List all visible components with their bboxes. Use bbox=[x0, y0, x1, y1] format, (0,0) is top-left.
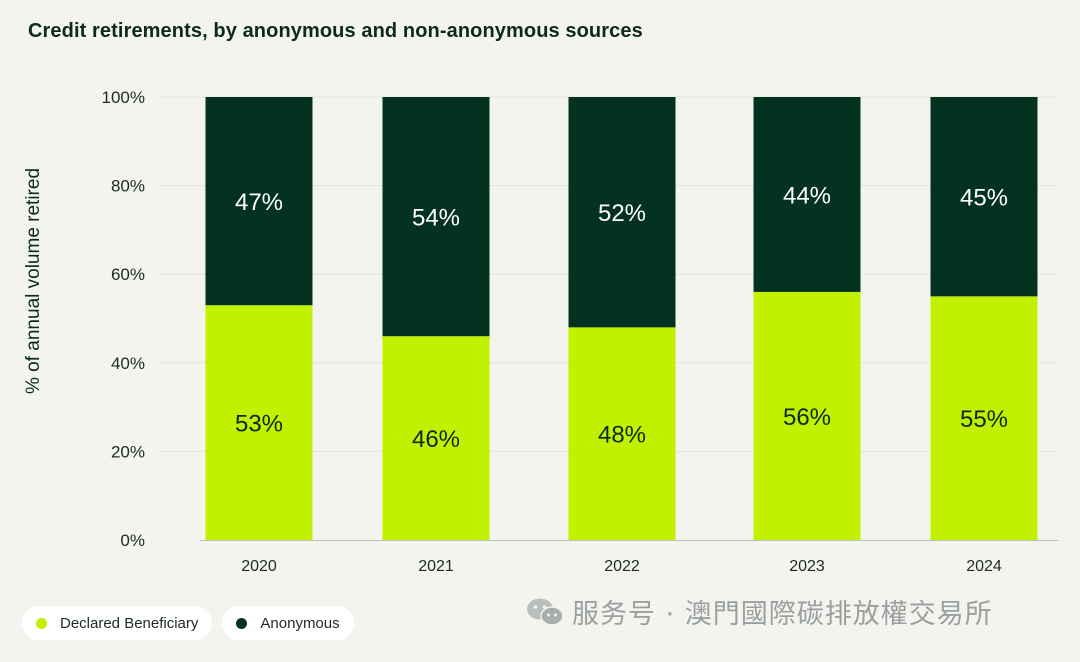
y-axis-label: % of annual volume retired bbox=[23, 168, 44, 394]
bar-segment-declared-beneficiary-2024[interactable] bbox=[930, 296, 1038, 540]
legend-swatch-declared-beneficiary bbox=[36, 617, 47, 629]
data-label: 52% bbox=[598, 200, 646, 227]
legend-label: Declared Beneficiary bbox=[60, 614, 199, 632]
y-tick-label: 40% bbox=[111, 354, 145, 373]
data-label: 45% bbox=[960, 185, 1008, 212]
y-tick-label: 60% bbox=[111, 265, 145, 284]
y-tick-label: 20% bbox=[111, 442, 145, 461]
data-label: 48% bbox=[598, 422, 646, 449]
y-axis-ticks: 0% 20% 40% 60% 80% 100% bbox=[102, 88, 145, 550]
bar-segment-declared-beneficiary-2023[interactable] bbox=[753, 291, 861, 540]
bar-segment-declared-beneficiary-2021[interactable] bbox=[382, 336, 490, 540]
wechat-icon bbox=[527, 598, 564, 626]
data-label: 55% bbox=[960, 406, 1008, 433]
bar-segment-anonymous-2022[interactable] bbox=[568, 97, 676, 328]
x-tick-label: 2020 bbox=[241, 558, 277, 575]
bar-segment-anonymous-2023[interactable] bbox=[753, 97, 861, 292]
y-tick-label: 100% bbox=[102, 88, 145, 107]
data-label: 44% bbox=[783, 182, 831, 209]
y-tick-label: 80% bbox=[111, 177, 145, 196]
chart-title: Credit retirements, by anonymous and non… bbox=[28, 20, 643, 42]
data-label: 47% bbox=[235, 189, 283, 216]
data-label: 46% bbox=[412, 426, 460, 453]
legend-item-anonymous[interactable]: Anonymous bbox=[222, 606, 354, 640]
bars bbox=[205, 97, 1038, 540]
data-label: 54% bbox=[412, 205, 460, 232]
bar-segment-declared-beneficiary-2022[interactable] bbox=[568, 327, 676, 540]
x-tick-label: 2021 bbox=[418, 558, 454, 575]
legend-item-declared-beneficiary[interactable]: Declared Beneficiary bbox=[22, 606, 213, 640]
x-tick-label: 2023 bbox=[789, 558, 825, 575]
bar-segment-anonymous-2021[interactable] bbox=[382, 97, 490, 337]
x-axis-ticks: 2020 2021 2022 2023 2024 bbox=[241, 558, 1002, 575]
x-tick-label: 2022 bbox=[604, 558, 640, 575]
x-tick-label: 2024 bbox=[966, 558, 1002, 575]
legend-swatch-anonymous bbox=[236, 617, 248, 629]
data-label: 56% bbox=[783, 404, 831, 431]
data-label: 53% bbox=[235, 411, 283, 438]
bar-labels: 53% 47% 46% 54% 48% 52% 56% 44% 55% 45% bbox=[235, 182, 1008, 453]
bar-segment-declared-beneficiary-2020[interactable] bbox=[205, 305, 313, 540]
legend: Declared Beneficiary Anonymous bbox=[22, 606, 354, 640]
y-tick-label: 0% bbox=[120, 531, 145, 550]
watermark-text: 服务号 · 澳門國際碳排放權交易所 bbox=[572, 599, 993, 630]
legend-label: Anonymous bbox=[260, 614, 340, 632]
bar-segment-anonymous-2024[interactable] bbox=[930, 97, 1038, 297]
bar-segment-anonymous-2020[interactable] bbox=[205, 97, 313, 306]
watermark: 服务号 · 澳門國際碳排放權交易所 bbox=[526, 592, 993, 631]
